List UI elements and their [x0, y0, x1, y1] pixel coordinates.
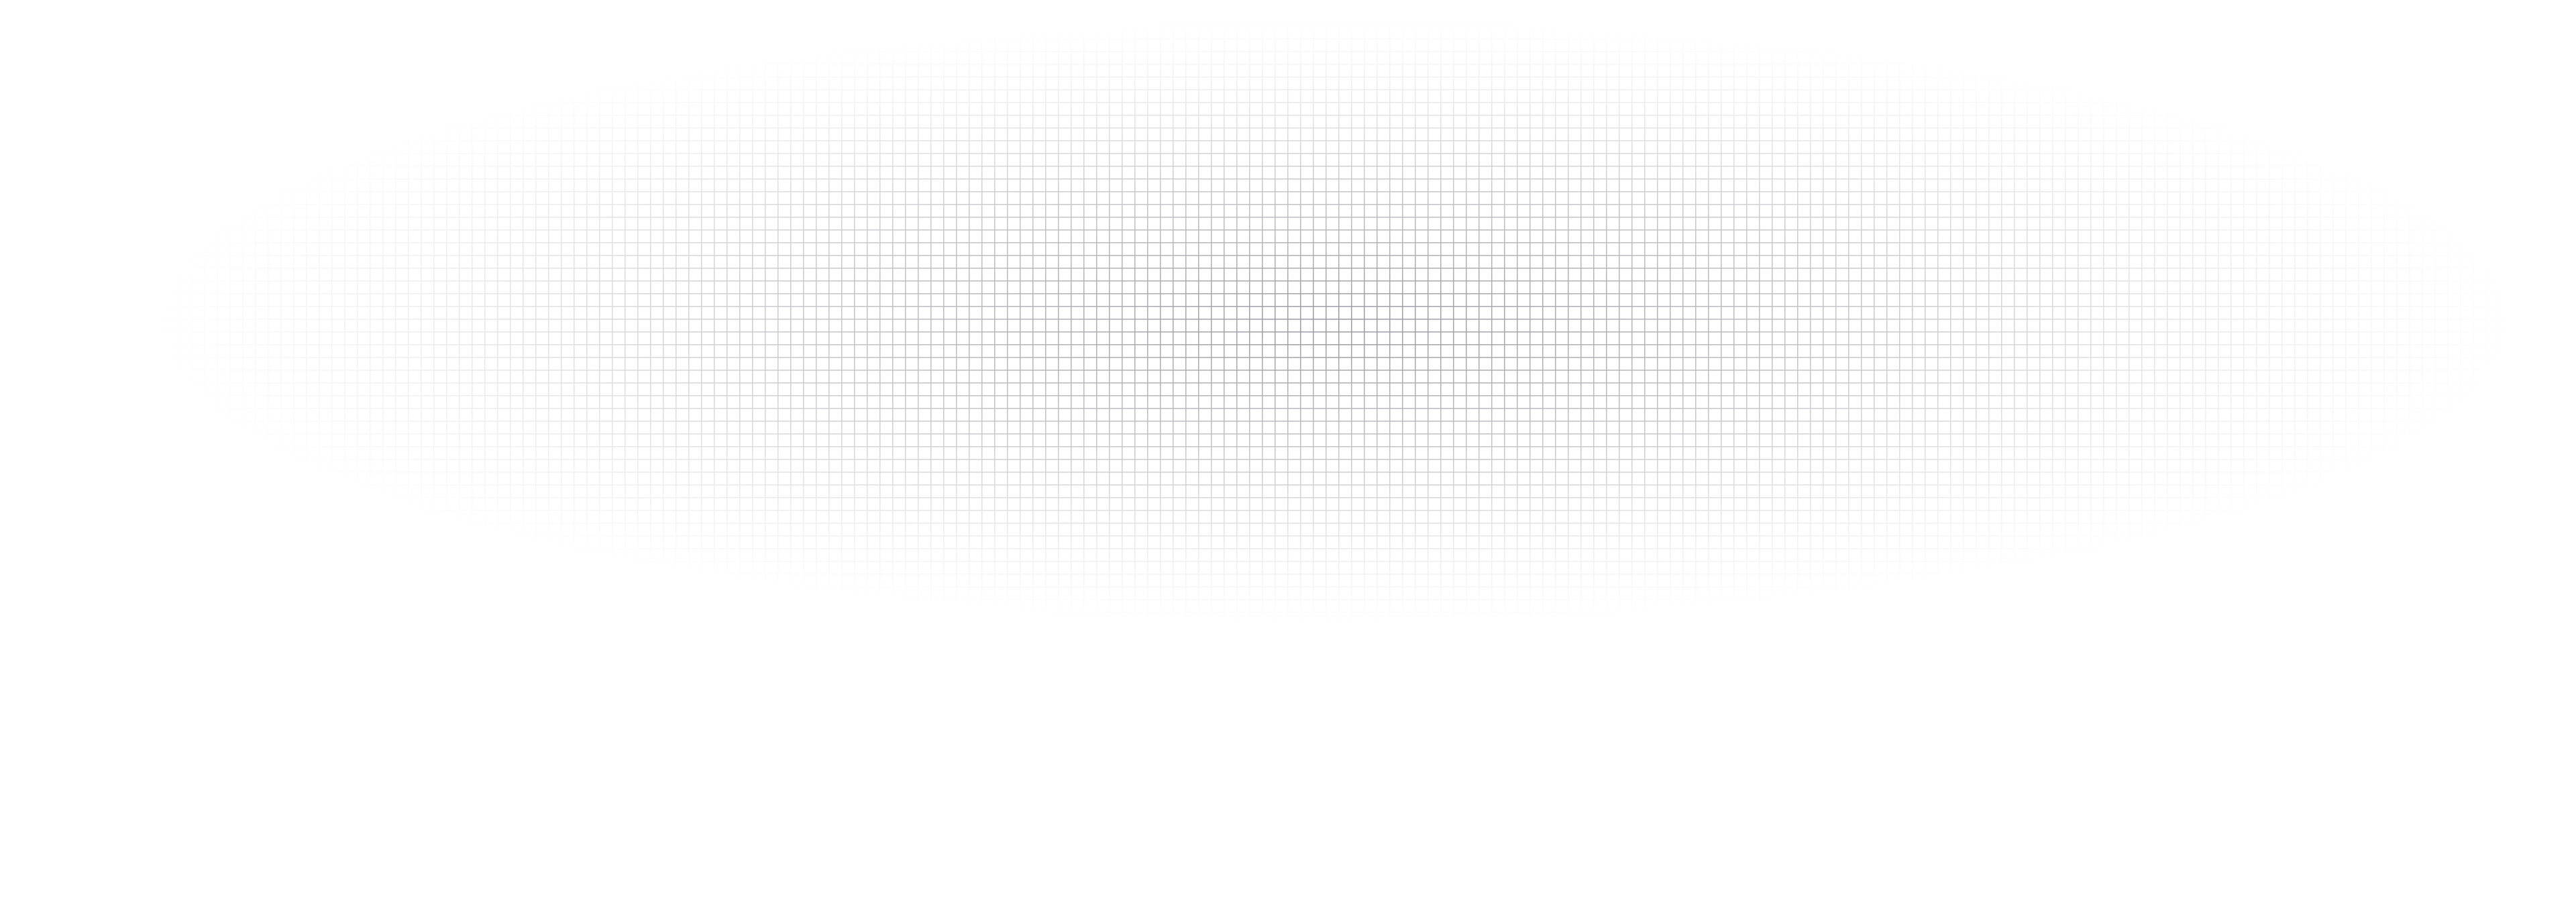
background-grid-pattern [0, 0, 2576, 897]
